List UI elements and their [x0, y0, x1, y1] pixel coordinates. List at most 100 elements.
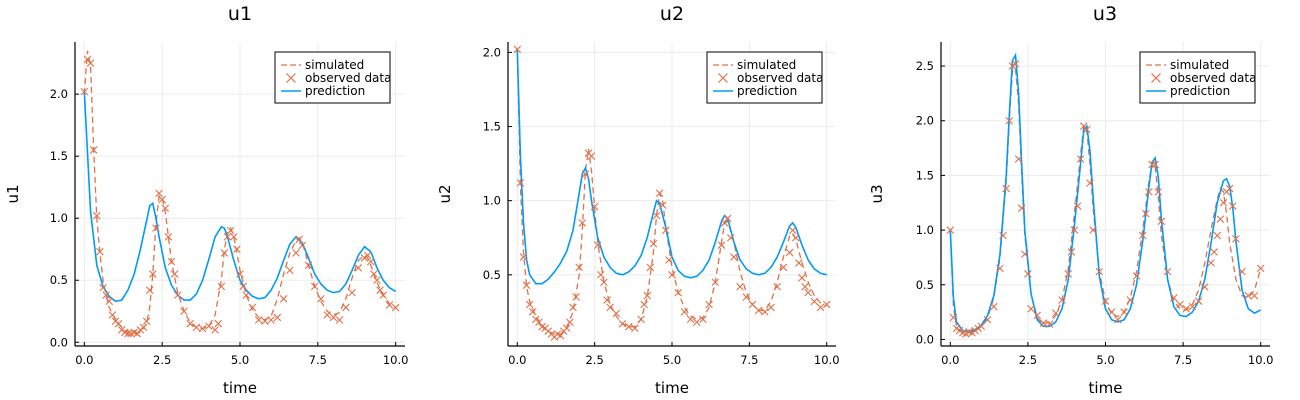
observed-point-marker: [233, 245, 241, 254]
observed-point-stroke: [366, 257, 375, 266]
observed-point-stroke: [158, 195, 166, 204]
observed-point-marker: [261, 317, 269, 325]
observed-point-marker: [242, 291, 251, 299]
observed-point-stroke: [102, 291, 110, 299]
observed-point-marker: [211, 326, 219, 334]
observed-point-marker: [379, 291, 387, 299]
observed-point-marker: [801, 282, 809, 291]
observed-point-marker: [254, 316, 263, 324]
observed-point-marker: [248, 303, 257, 312]
observed-point-stroke: [705, 300, 713, 309]
observed-point-stroke: [1039, 319, 1048, 327]
observed-point-stroke: [105, 297, 114, 306]
observed-point-stroke: [223, 233, 232, 241]
observed-point-stroke: [600, 278, 608, 287]
observed-point-marker: [1005, 116, 1014, 125]
observed-point-stroke: [1064, 270, 1073, 278]
observed-point-stroke: [167, 257, 176, 266]
observed-point-marker: [779, 263, 788, 272]
observed-point-marker: [217, 282, 226, 291]
observed-point-stroke: [130, 328, 138, 337]
x-tick-label: 5.0: [663, 353, 681, 367]
observed-point-stroke: [114, 319, 123, 328]
observed-point-stroke: [631, 324, 639, 332]
observed-point-marker: [124, 329, 132, 338]
observed-point-marker: [575, 263, 583, 272]
x-axis-title: time: [223, 379, 257, 397]
observed-point-marker: [788, 226, 797, 235]
observed-point-stroke: [1176, 300, 1184, 309]
x-axis-title: time: [655, 379, 689, 397]
observed-point-stroke: [1219, 198, 1228, 207]
observed-point-marker: [572, 293, 580, 301]
observed-point-marker: [516, 179, 525, 187]
y-tick-label: 1.5: [483, 120, 501, 134]
observed-point-marker: [89, 146, 98, 154]
series-simulated-line: [516, 49, 827, 335]
observed-point-stroke: [354, 264, 363, 272]
observed-point-marker: [727, 233, 735, 242]
observed-point-marker: [513, 45, 522, 54]
observed-point-stroke: [1005, 116, 1014, 125]
y-axis-title: u2: [436, 184, 454, 203]
series-prediction-line: [516, 49, 827, 285]
observed-point-marker: [108, 311, 117, 319]
observed-point-stroke: [569, 303, 577, 312]
observed-point-marker: [198, 324, 207, 333]
observed-point-marker: [597, 271, 605, 279]
x-tick-label: 5.0: [231, 353, 249, 367]
observed-point-stroke: [1188, 302, 1197, 311]
legend-prediction-label: prediction: [1170, 84, 1230, 98]
legend-simulated-label: simulated: [737, 58, 796, 72]
observed-point-stroke: [1145, 188, 1153, 196]
legend-box: [1139, 51, 1256, 104]
observed-point-marker: [1176, 300, 1184, 309]
observed-point-marker: [1058, 296, 1066, 304]
observed-point-stroke: [791, 233, 800, 242]
observed-point-stroke: [1089, 226, 1097, 234]
observed-point-stroke: [298, 241, 307, 250]
observed-point-marker: [236, 270, 244, 278]
observed-point-marker: [1089, 226, 1097, 234]
observed-point-stroke: [767, 303, 775, 312]
observed-point-stroke: [1095, 267, 1104, 276]
observed-point-stroke: [597, 271, 605, 279]
observed-point-marker: [1033, 311, 1042, 320]
observed-point-stroke: [1238, 267, 1246, 276]
observed-point-stroke: [192, 323, 201, 332]
observed-point-stroke: [1228, 202, 1237, 210]
panel-u2: 0.0 2.5 5.0 7.5 10.0 0.5 1.0 1.5 2.0 u2 time u2 simu…: [436, 3, 840, 397]
observed-point-stroke: [983, 315, 992, 324]
observed-point-marker: [1073, 202, 1082, 210]
observed-point-marker: [167, 257, 176, 266]
observed-point-marker: [1225, 184, 1234, 193]
observed-point-stroke: [1157, 217, 1166, 226]
observed-point-stroke: [816, 303, 825, 312]
observed-point-stroke: [1232, 235, 1240, 243]
observed-point-marker: [99, 283, 107, 292]
observed-point-marker: [317, 295, 325, 303]
observed-point-marker: [1148, 160, 1156, 169]
observed-point-stroke: [385, 301, 394, 309]
observed-point-marker: [593, 241, 602, 249]
observed-point-stroke: [999, 231, 1007, 240]
observed-point-marker: [1219, 198, 1228, 207]
observed-point-marker: [267, 316, 275, 324]
observed-point-stroke: [1021, 250, 1029, 258]
observed-point-stroke: [279, 295, 288, 303]
observed-point-stroke: [711, 278, 720, 287]
x-axis-title: time: [1089, 379, 1123, 397]
observed-point-marker: [767, 303, 775, 312]
series-prediction-line: [83, 91, 397, 303]
observed-point-stroke: [578, 219, 587, 227]
observed-point-marker: [279, 295, 288, 303]
observed-point-stroke: [1101, 297, 1110, 305]
observed-point-marker: [295, 235, 303, 244]
observed-point-stroke: [180, 307, 188, 316]
legend-box: [274, 51, 391, 104]
observed-point-marker: [999, 231, 1007, 240]
observed-point-marker: [1017, 204, 1026, 213]
observed-point-stroke: [86, 59, 95, 67]
